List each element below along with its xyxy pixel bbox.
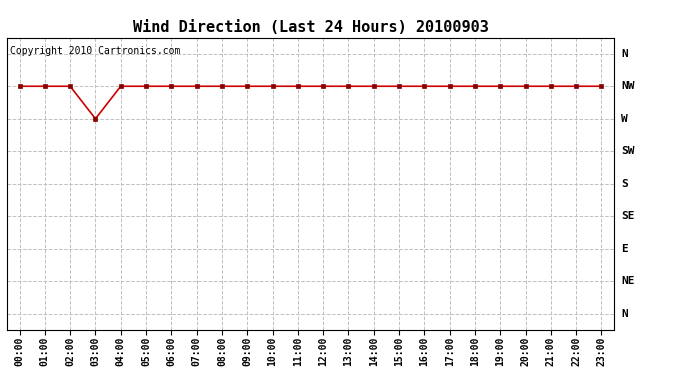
Text: NE: NE — [621, 276, 635, 286]
Text: N: N — [621, 49, 628, 59]
Text: SE: SE — [621, 211, 635, 221]
Text: NW: NW — [621, 81, 635, 91]
Text: SW: SW — [621, 146, 635, 156]
Title: Wind Direction (Last 24 Hours) 20100903: Wind Direction (Last 24 Hours) 20100903 — [132, 20, 489, 35]
Text: E: E — [621, 244, 628, 254]
Text: S: S — [621, 179, 628, 189]
Text: W: W — [621, 114, 628, 124]
Text: Copyright 2010 Cartronics.com: Copyright 2010 Cartronics.com — [10, 46, 180, 56]
Text: N: N — [621, 309, 628, 319]
